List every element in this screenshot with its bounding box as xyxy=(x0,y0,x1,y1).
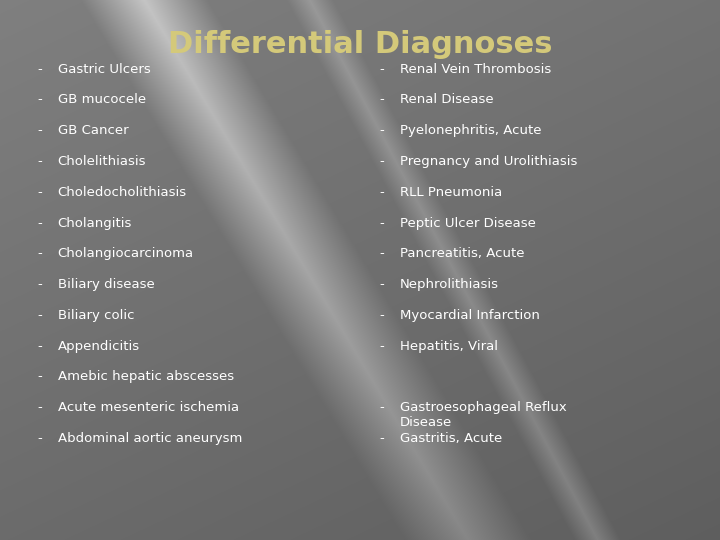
Text: -: - xyxy=(379,278,384,291)
Text: Abdominal aortic aneurysm: Abdominal aortic aneurysm xyxy=(58,432,242,445)
Text: -: - xyxy=(379,217,384,230)
Text: Gastroesophageal Reflux
Disease: Gastroesophageal Reflux Disease xyxy=(400,401,567,429)
Text: -: - xyxy=(37,63,42,76)
Text: Differential Diagnoses: Differential Diagnoses xyxy=(168,30,552,59)
Text: -: - xyxy=(37,93,42,106)
Text: -: - xyxy=(37,124,42,137)
Text: -: - xyxy=(379,186,384,199)
Text: -: - xyxy=(37,401,42,414)
Text: -: - xyxy=(379,93,384,106)
Text: Pyelonephritis, Acute: Pyelonephritis, Acute xyxy=(400,124,541,137)
Text: Pancreatitis, Acute: Pancreatitis, Acute xyxy=(400,247,524,260)
Text: -: - xyxy=(37,247,42,260)
Text: -: - xyxy=(379,432,384,445)
Text: Gastritis, Acute: Gastritis, Acute xyxy=(400,432,502,445)
Text: -: - xyxy=(379,247,384,260)
Text: -: - xyxy=(379,124,384,137)
Text: Cholangiocarcinoma: Cholangiocarcinoma xyxy=(58,247,194,260)
Text: Renal Disease: Renal Disease xyxy=(400,93,493,106)
Text: Nephrolithiasis: Nephrolithiasis xyxy=(400,278,498,291)
Text: Appendicitis: Appendicitis xyxy=(58,340,140,353)
Text: Biliary disease: Biliary disease xyxy=(58,278,154,291)
Text: Hepatitis, Viral: Hepatitis, Viral xyxy=(400,340,498,353)
Text: Acute mesenteric ischemia: Acute mesenteric ischemia xyxy=(58,401,239,414)
Text: GB mucocele: GB mucocele xyxy=(58,93,145,106)
Text: -: - xyxy=(379,155,384,168)
Text: -: - xyxy=(379,340,384,353)
Text: Cholangitis: Cholangitis xyxy=(58,217,132,230)
Text: -: - xyxy=(37,155,42,168)
Text: Cholelithiasis: Cholelithiasis xyxy=(58,155,146,168)
Text: Gastric Ulcers: Gastric Ulcers xyxy=(58,63,150,76)
Text: Amebic hepatic abscesses: Amebic hepatic abscesses xyxy=(58,370,234,383)
Text: -: - xyxy=(379,63,384,76)
Text: -: - xyxy=(379,309,384,322)
Text: -: - xyxy=(379,401,384,414)
Text: Myocardial Infarction: Myocardial Infarction xyxy=(400,309,539,322)
Text: -: - xyxy=(37,186,42,199)
Text: -: - xyxy=(37,309,42,322)
Text: Biliary colic: Biliary colic xyxy=(58,309,134,322)
Text: Renal Vein Thrombosis: Renal Vein Thrombosis xyxy=(400,63,551,76)
Text: Pregnancy and Urolithiasis: Pregnancy and Urolithiasis xyxy=(400,155,577,168)
Text: -: - xyxy=(37,278,42,291)
Text: GB Cancer: GB Cancer xyxy=(58,124,128,137)
Text: Choledocholithiasis: Choledocholithiasis xyxy=(58,186,186,199)
Text: -: - xyxy=(37,340,42,353)
Text: -: - xyxy=(37,217,42,230)
Text: Peptic Ulcer Disease: Peptic Ulcer Disease xyxy=(400,217,536,230)
Text: -: - xyxy=(37,370,42,383)
Text: -: - xyxy=(37,432,42,445)
Text: RLL Pneumonia: RLL Pneumonia xyxy=(400,186,502,199)
